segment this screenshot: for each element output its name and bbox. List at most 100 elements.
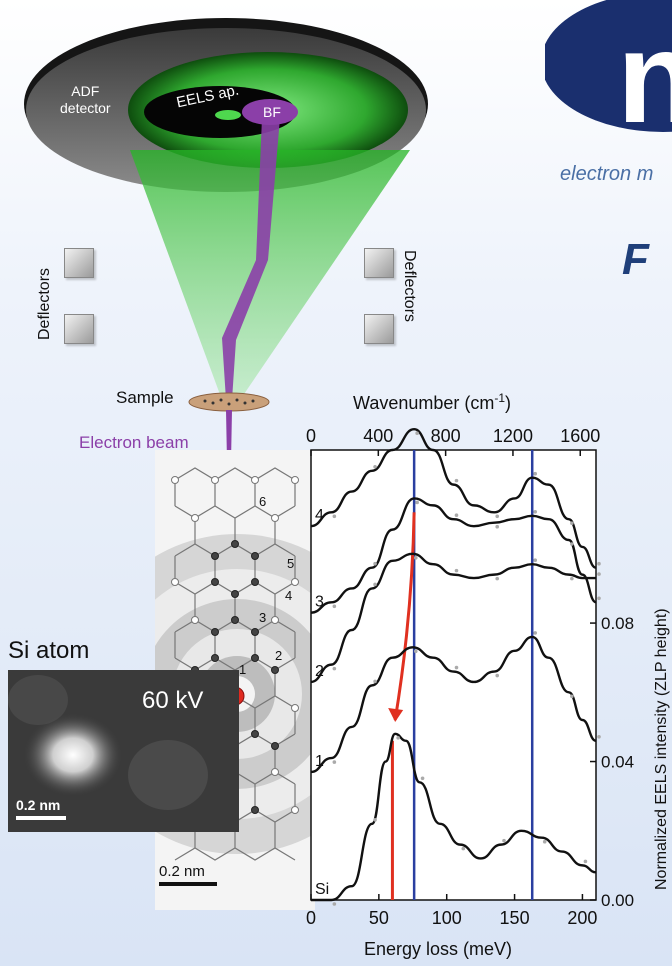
data-point [413,556,418,560]
data-point [533,631,538,635]
data-point [495,524,500,529]
series-label-4: 4 [315,507,324,524]
lattice-scalebar-label: 0.2 nm [159,863,205,880]
x-tick-label: 0 [306,908,316,928]
x-tick-label: 100 [432,908,462,928]
si-atom-image: 60 kV 0.2 nm [8,670,239,832]
sample-disk [188,392,270,412]
bf-spot [242,99,298,125]
title-fragment: F [622,235,649,284]
data-point [597,572,601,576]
y-tick-label: 0.08 [601,614,634,633]
data-point [570,694,574,699]
deflector-right-bottom [364,314,394,344]
y-tick-label: 0.00 [601,891,634,910]
data-point [495,673,500,678]
data-point [415,500,419,505]
deflectors-right-label: Deflectors [401,250,418,323]
data-point [461,846,466,851]
si-atom-title: Si atom [8,637,90,664]
series-label-2: 2 [315,663,324,680]
data-point [542,839,547,844]
plot-area [310,449,597,901]
deflector-left-top [64,248,94,278]
series-label-3: 3 [315,594,324,611]
si-voltage-label: 60 kV [142,687,203,714]
data-point [533,471,538,476]
data-point [373,561,377,566]
data-point [597,596,601,601]
data-point [373,818,377,822]
data-point [373,679,377,684]
red-arrow [393,512,416,721]
red-arrow-head [388,708,404,722]
data-point [332,604,337,609]
top-tick-label: 0 [306,426,316,446]
top-tick-label: 1200 [493,426,533,446]
data-point [454,665,459,670]
data-point [495,576,500,581]
series-line-1 [310,635,597,774]
eels-spectrum-chart: Si 1 2 3 4 0 50 100 150 200 0 400 800 1200 1600 0.00 0.… [306,391,670,959]
adf-label: ADF detector [60,83,111,116]
data-point [420,776,425,781]
y-axis-label: Normalized EELS intensity (ZLP height) [653,608,670,890]
data-point [597,561,601,566]
data-point [533,509,538,514]
data-point [454,568,459,573]
top-tick-label: 1600 [560,426,600,446]
bf-beam [222,118,280,400]
series-line-2 [310,552,596,684]
data-point [396,736,400,740]
data-point [415,431,419,436]
series-label-1: 1 [315,753,324,770]
brand-logo: n [545,0,672,135]
data-point [570,521,574,526]
sample-label: Sample [116,388,174,407]
brand-tagline: electron m [560,163,654,185]
scattering-cone [130,150,410,404]
data-point [583,859,588,864]
svg-text:2: 2 [275,648,282,663]
logo-letter: n [617,4,672,135]
series-line-Si [311,732,597,902]
series-line-4 [310,428,597,569]
data-point [373,464,377,469]
data-point [373,582,377,587]
data-point [597,734,601,739]
x-axis-label: Energy loss (meV) [364,939,512,959]
svg-text:6: 6 [259,494,266,509]
series-line-3 [310,497,597,614]
svg-text:3: 3 [259,610,266,625]
data-point [454,513,459,518]
top-tick-label: 400 [363,426,393,446]
series-label-Si: Si [315,881,329,898]
x-tick-label: 200 [567,908,597,928]
data-point [570,576,574,581]
deflector-right-top [364,248,394,278]
microscope-schematic [24,18,428,462]
data-point [533,558,538,563]
deflectors-left-label: Deflectors [36,267,53,340]
data-point [332,514,337,519]
svg-text:1: 1 [239,662,246,677]
top-axis-label: Wavenumber (cm-1) [353,391,511,413]
bf-label: BF [263,104,281,120]
data-point [332,902,337,906]
data-point [502,838,506,843]
data-point [332,760,337,764]
deflector-left-bottom [64,314,94,344]
si-scalebar-label: 0.2 nm [16,797,60,813]
data-point [495,514,500,519]
data-point [454,478,459,483]
data-point [332,666,337,671]
data-point [570,542,574,546]
x-tick-label: 50 [369,908,389,928]
svg-text:4: 4 [285,588,292,603]
data-point [413,649,418,654]
top-tick-label: 800 [431,426,461,446]
y-tick-label: 0.04 [601,753,634,772]
x-tick-label: 150 [500,908,530,928]
electron-beam-label: Electron beam [79,433,189,452]
svg-text:5: 5 [287,556,294,571]
